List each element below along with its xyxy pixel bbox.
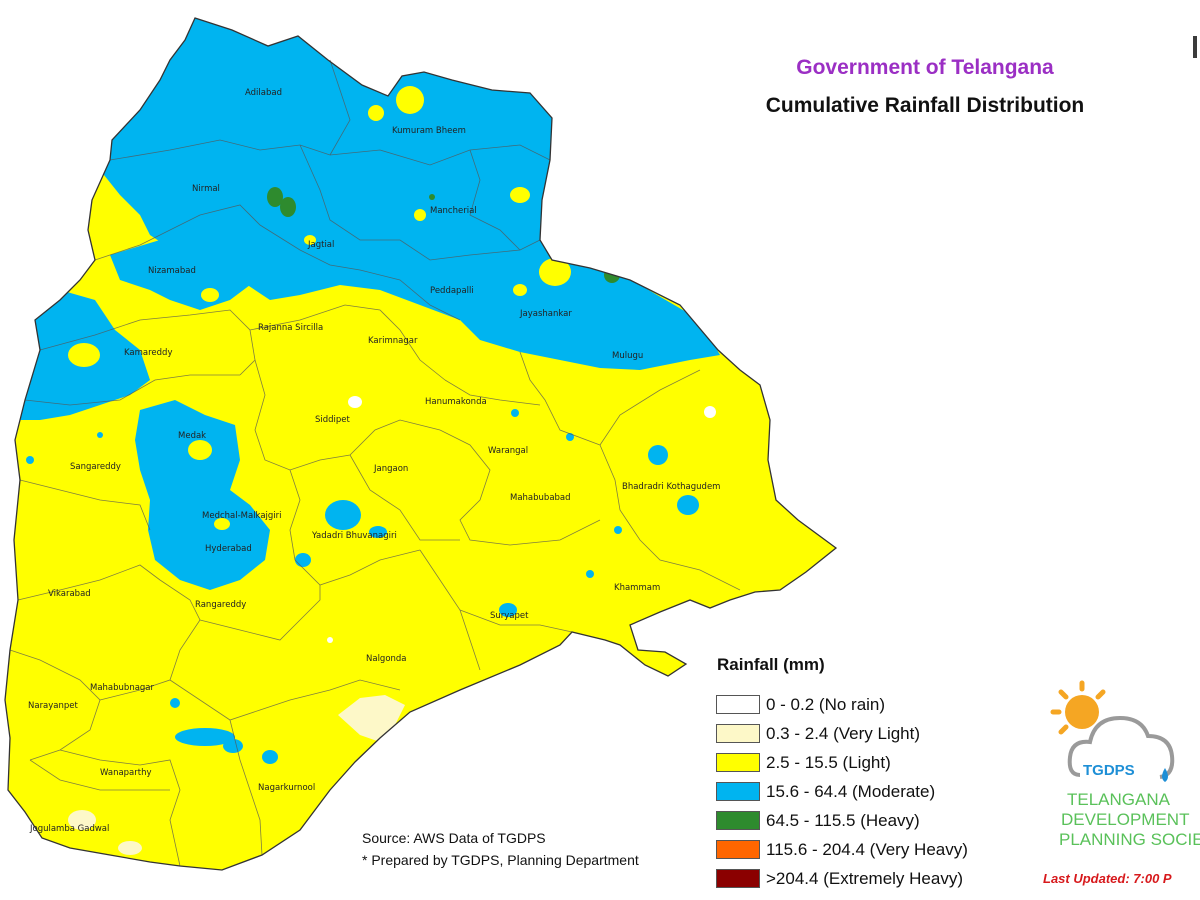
district-label: Jagtial [307, 240, 334, 250]
district-label: Medchal-Malkajgiri [202, 511, 282, 521]
logo-line: TELANGANA [1067, 790, 1170, 809]
tgdps-logo-graphic [1050, 680, 1175, 782]
legend-label: 0 - 0.2 (No rain) [766, 694, 886, 714]
legend-item: 115.6 - 204.4 (Very Heavy) [716, 835, 968, 864]
legend-title: Rainfall (mm) [717, 655, 825, 674]
government-heading: Government of Telangana [796, 56, 1054, 79]
legend-item: >204.4 (Extremely Heavy) [716, 864, 968, 893]
logo-acronym: TGDPS [1083, 762, 1135, 779]
district-label: Karimnagar [368, 336, 418, 346]
legend-label: 115.6 - 204.4 (Very Heavy) [766, 839, 968, 859]
raindrop-icon [1162, 768, 1168, 782]
district-labels: Adilabad Kumuram Bheem Nirmal Mancherial… [28, 88, 720, 834]
legend-label: >204.4 (Extremely Heavy) [766, 868, 963, 888]
district-boundaries [9, 59, 741, 867]
district-label: Kumuram Bheem [392, 126, 466, 136]
district-label: Jogulamba Gadwal [29, 824, 109, 834]
legend: 0 - 0.2 (No rain) 0.3 - 2.4 (Very Light) 2… [716, 690, 968, 893]
legend-label: 64.5 - 115.5 (Heavy) [766, 810, 920, 830]
legend-label: 2.5 - 15.5 (Light) [766, 752, 891, 772]
logo-name: TELANGANA DEVELOPMENT PLANNING SOCIET [1059, 790, 1200, 850]
district-label: Wanaparthy [100, 768, 152, 778]
district-label: Mancherial [430, 206, 477, 216]
source-line: Source: AWS Data of TGDPS [362, 830, 546, 846]
district-label: Khammam [614, 583, 660, 593]
district-label: Rangareddy [195, 600, 246, 610]
district-label: Jangaon [373, 464, 408, 474]
district-label: Bhadradri Kothagudem [622, 482, 720, 492]
district-label: Nirmal [192, 184, 220, 194]
sun-icon [1050, 680, 1106, 735]
source-note: Source: AWS Data of TGDPS * Prepared by … [362, 827, 639, 871]
legend-item: 0.3 - 2.4 (Very Light) [716, 719, 968, 748]
district-label: Hyderabad [205, 544, 252, 554]
legend-swatch [716, 695, 760, 714]
district-label: Narayanpet [28, 701, 79, 711]
legend-item: 64.5 - 115.5 (Heavy) [716, 806, 968, 835]
legend-swatch [716, 840, 760, 859]
legend-label: 0.3 - 2.4 (Very Light) [766, 723, 921, 743]
district-label: Peddapalli [430, 286, 474, 296]
district-label: Vikarabad [48, 589, 91, 599]
moderate-zone-medak [135, 400, 270, 590]
legend-item: 15.6 - 64.4 (Moderate) [716, 777, 968, 806]
legend-swatch [716, 724, 760, 743]
legend-item: 2.5 - 15.5 (Light) [716, 748, 968, 777]
district-label: Siddipet [315, 415, 351, 425]
district-label: Jayashankar [519, 309, 572, 319]
district-label: Hanumakonda [425, 397, 487, 407]
prepared-by-line: * Prepared by TGDPS, Planning Department [362, 852, 639, 868]
legend-swatch [716, 782, 760, 801]
legend-label: 15.6 - 64.4 (Moderate) [766, 781, 936, 801]
cloud-icon [1067, 715, 1175, 779]
legend-swatch [716, 753, 760, 772]
district-label: Nizamabad [148, 266, 196, 276]
district-label: Mahabubnagar [90, 683, 155, 693]
district-label: Yadadri Bhuvanagiri [311, 531, 397, 541]
map-title: Cumulative Rainfall Distribution [765, 94, 1085, 117]
district-label: Adilabad [245, 88, 282, 98]
district-label: Rajanna Sircilla [258, 323, 323, 333]
district-label: Warangal [488, 446, 528, 456]
district-label: Kamareddy [124, 348, 172, 358]
last-updated: Last Updated: 7:00 P [1043, 871, 1172, 886]
logo-line: PLANNING SOCIET [1059, 830, 1200, 849]
legend-swatch [716, 869, 760, 888]
district-label: Mahabubabad [510, 493, 571, 503]
district-label: Nalgonda [366, 654, 407, 664]
legend-swatch [716, 811, 760, 830]
corner-logo-fragment [1187, 36, 1200, 76]
district-label: Sangareddy [70, 462, 121, 472]
district-label: Suryapet [490, 611, 529, 621]
district-label: Nagarkurnool [258, 783, 315, 793]
logo-line: DEVELOPMENT [1061, 810, 1190, 829]
district-label: Mulugu [612, 351, 643, 361]
district-label: Medak [178, 431, 206, 441]
legend-item: 0 - 0.2 (No rain) [716, 690, 968, 719]
